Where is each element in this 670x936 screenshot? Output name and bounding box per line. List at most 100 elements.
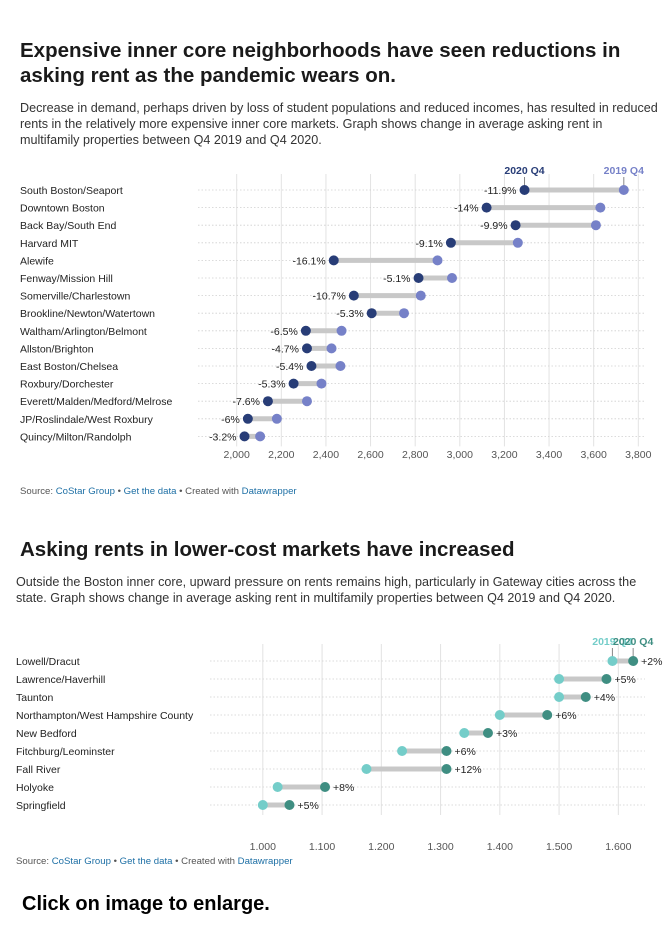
change-label: +5% [297,800,318,812]
category-label: East Boston/Chelsea [20,361,118,373]
source-link[interactable]: CoStar Group [55,486,115,497]
x-tick-label: 1,200 [368,841,394,850]
dot-2020-q4 [320,782,331,792]
dot-2020-q4 [445,237,456,248]
dot-2020-q4 [628,656,639,666]
dot-2019-q4 [459,728,470,738]
dot-2019-q4 [590,220,601,231]
dot-2020-q4 [262,396,273,407]
source-line: Source: CoStar Group • Get the data • Cr… [20,486,297,497]
x-tick-label: 1,600 [605,841,631,850]
dot-2019-q4 [494,710,505,720]
category-label: Fitchburg/Leominster [16,746,115,758]
dot-plot-lower-cost: 1,000 1,100 1,200 1,300 1,400 1,500 1,600 2019 … [16,636,662,850]
dot-2019-q4 [554,692,565,702]
x-tick-label: 2,600 [357,449,383,461]
dot-2020-q4 [481,202,492,213]
dot-2020-q4 [413,273,424,283]
dot-plot-inner-core: 2,000 2,200 2,400 2,600 2,800 3,000 3,200 3,400… [20,165,652,461]
dot-2020-q4 [510,220,521,231]
dot-2020-q4 [482,728,493,738]
dot-2020-q4 [366,308,377,319]
source-separator: • [114,486,124,497]
category-label: Harvard MIT [20,238,79,250]
change-label: +3% [496,728,517,740]
change-label: -16.1% [292,255,325,267]
legend-label: 2019 Q4 [604,165,644,177]
category-label: Waltham/Arlington/Belmont [20,326,147,338]
dot-2020-q4 [288,378,299,389]
x-tick-label: 3,000 [447,449,473,461]
category-label: Quincy/Milton/Randolph [20,431,132,443]
datawrapper-link[interactable]: Datawrapper [237,856,293,867]
legend-label: 2020 Q4 [504,165,544,177]
datawrapper-link[interactable]: Datawrapper [241,486,297,497]
dot-2019-q4 [595,202,606,213]
category-label: Everett/Malden/Medford/Melrose [20,396,172,408]
x-tick-label: 1,500 [546,841,572,850]
category-label: Springfield [16,800,66,812]
category-label: Lawrence/Haverhill [16,674,105,686]
category-label: Roxbury/Dorchester [20,379,114,391]
dot-2020-q4 [580,692,591,702]
x-tick-label: 3,400 [536,449,562,461]
x-tick-label: 2,800 [402,449,428,461]
source-separator: • [110,856,120,867]
legend-label: 2020 Q4 [613,636,653,648]
created-with-text: • Created with [176,486,242,497]
dot-2020-q4 [242,413,253,424]
change-label: +8% [333,782,354,794]
category-label: Northampton/West Hampshire County [16,710,194,722]
x-tick-label: 2,200 [268,449,294,461]
category-label: Lowell/Dracut [16,656,80,668]
change-label: -5.3% [336,308,363,320]
dot-2019-q4 [335,361,346,371]
dot-2020-q4 [300,325,311,336]
source-prefix: Source: [16,856,52,867]
x-tick-label: 2,000 [224,449,250,461]
get-data-link[interactable]: Get the data [123,486,177,497]
change-label: +6% [555,710,576,722]
get-data-link[interactable]: Get the data [119,856,173,867]
category-label: Alewife [20,255,54,267]
change-label: -14% [454,203,479,215]
dot-2019-q4 [336,325,347,336]
dot-2019-q4 [272,782,283,792]
lower-cost-chart: Asking rents in lower-cost markets have … [0,520,670,880]
dot-2019-q4 [301,396,312,407]
dot-2019-q4 [326,343,337,354]
category-label: Somerville/Charlestown [20,291,130,303]
dot-2019-q4 [447,273,458,283]
dot-2019-q4 [618,185,629,195]
dot-2020-q4 [441,746,452,756]
dot-2020-q4 [441,764,452,774]
legend-label: 2019 Q4 [592,636,632,648]
enlarge-note: Click on image to enlarge. [22,893,270,915]
change-label: -3.2% [209,431,236,443]
category-label: South Boston/Seaport [20,185,123,197]
category-label: Fall River [16,764,61,776]
category-label: Downtown Boston [20,203,105,215]
change-label: +4% [594,692,615,704]
created-with-text: • Created with [172,856,238,867]
dot-2019-q4 [316,378,327,389]
source-prefix: Source: [20,486,56,497]
x-tick-label: 2,400 [313,449,339,461]
change-label: -5.3% [258,379,285,391]
source-link[interactable]: CoStar Group [51,856,111,867]
x-tick-label: 3,800 [625,449,651,461]
change-label: +5% [614,674,635,686]
category-label: Allston/Brighton [20,343,94,355]
change-label: -9.9% [480,220,507,232]
chart-title: Expensive inner core neighborhoods have … [20,39,621,87]
x-tick-label: 1,100 [309,841,335,850]
chart-subtitle: Outside the Boston inner core, upward pr… [16,575,637,605]
source-line: Source: CoStar Group • Get the data • Cr… [16,856,293,867]
chart-subtitle: Decrease in demand, perhaps driven by lo… [20,101,658,147]
dot-2019-q4 [399,308,410,319]
dot-2019-q4 [415,290,426,301]
change-label: -7.6% [232,396,259,408]
change-label: -5.1% [383,273,410,285]
dot-2019-q4 [257,800,268,810]
change-label: +6% [455,746,476,758]
